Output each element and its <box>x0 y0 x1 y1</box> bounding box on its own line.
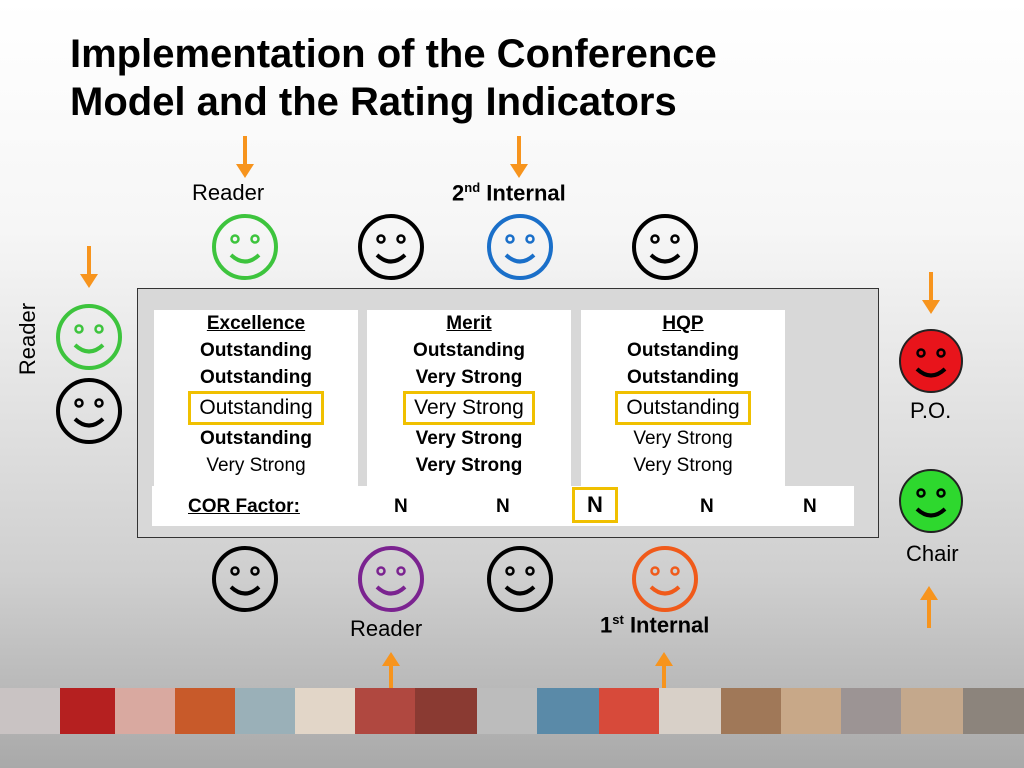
highlighted-rating: Outstanding <box>154 391 358 425</box>
po-face-icon <box>899 329 963 393</box>
down-arrow-icon <box>922 272 940 314</box>
smiley-face-icon <box>212 214 278 280</box>
up-arrow-icon <box>655 652 673 694</box>
rating-item: Outstanding <box>627 367 739 388</box>
excellence-column: Excellence Outstanding Outstanding Outst… <box>154 310 358 490</box>
chair-face-icon <box>899 469 963 533</box>
cor-value: N <box>700 496 714 517</box>
reader-top-label: Reader <box>192 180 265 205</box>
rating-item: Very Strong <box>633 455 733 476</box>
decorative-image-strip <box>0 688 1024 734</box>
rating-item: Very Strong <box>633 428 733 449</box>
highlighted-rating: Very Strong <box>367 391 571 425</box>
title-line-1: Implementation of the Conference <box>70 32 717 76</box>
cor-factor-label: COR Factor: <box>188 496 300 517</box>
merit-column: Merit Outstanding Very Strong Very Stron… <box>367 310 571 490</box>
cor-value: N <box>803 496 817 517</box>
rating-item: Very Strong <box>415 367 523 388</box>
down-arrow-icon <box>236 136 254 178</box>
po-label: P.O. <box>910 398 952 423</box>
down-arrow-icon <box>80 246 98 288</box>
hqp-column: HQP Outstanding Outstanding Outstanding … <box>581 310 785 490</box>
column-header: HQP <box>662 313 704 334</box>
column-header: Merit <box>446 313 492 334</box>
rating-item: Very Strong <box>206 455 306 476</box>
slide-title: Implementation of the Conference Model a… <box>70 30 970 126</box>
cor-value: N <box>394 496 408 517</box>
smiley-face-icon <box>632 546 698 612</box>
down-arrow-icon <box>510 136 528 178</box>
rating-item: Very Strong <box>415 455 523 476</box>
smiley-face-icon <box>632 214 698 280</box>
column-header: Excellence <box>206 313 306 334</box>
up-arrow-icon <box>382 652 400 694</box>
cor-value: N <box>496 496 510 517</box>
smiley-face-icon <box>358 214 424 280</box>
second-internal-label: 2nd Internal <box>452 180 566 206</box>
first-internal-label: 1st Internal <box>600 612 710 638</box>
rating-item: Outstanding <box>200 367 312 388</box>
up-arrow-icon <box>920 586 938 628</box>
rating-item: Outstanding <box>627 340 739 361</box>
chair-label: Chair <box>906 541 959 566</box>
rating-item: Outstanding <box>413 340 525 361</box>
smiley-face-icon <box>56 304 122 370</box>
reader-bottom-label: Reader <box>350 616 423 641</box>
rating-item: Outstanding <box>200 340 312 361</box>
smiley-face-icon <box>487 546 553 612</box>
highlighted-rating: Outstanding <box>581 391 785 425</box>
title-line-2: Model and the Rating Indicators <box>70 80 677 124</box>
rating-item: Very Strong <box>415 428 523 449</box>
smiley-face-icon <box>487 214 553 280</box>
smiley-face-icon <box>212 546 278 612</box>
cor-value-highlighted: N <box>572 487 618 523</box>
reader-left-label: Reader <box>15 302 40 376</box>
cor-factor-row: COR Factor: N N N N N <box>152 486 854 526</box>
rating-item: Outstanding <box>200 428 312 449</box>
smiley-face-icon <box>56 378 122 444</box>
smiley-face-icon <box>358 546 424 612</box>
